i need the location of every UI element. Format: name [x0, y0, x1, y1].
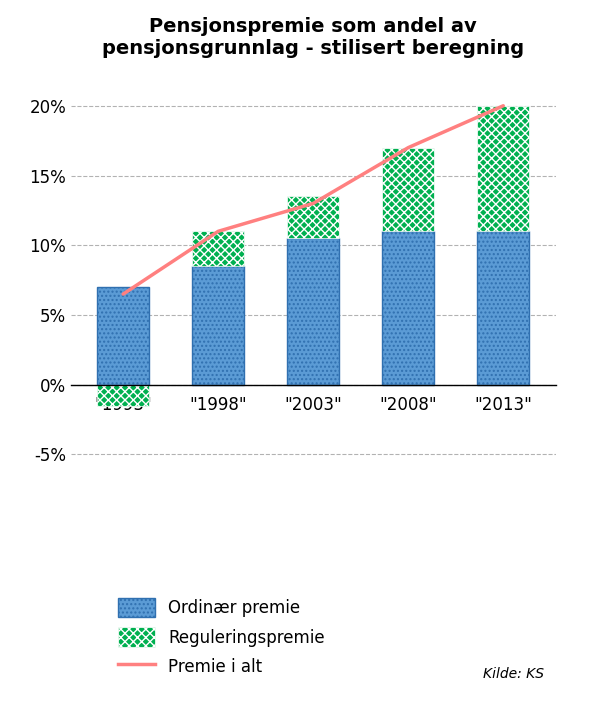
Text: Kilde: KS: Kilde: KS [483, 666, 544, 681]
Bar [97, 287, 150, 385]
Bar [382, 147, 434, 231]
Bar [477, 106, 530, 231]
Legend: Ordinær premie, Reguleringspremie, Premie i alt: Ordinær premie, Reguleringspremie, Premi… [118, 598, 324, 676]
Bar [97, 385, 150, 406]
Title: Pensjonspremie som andel av
pensjonsgrunnlag - stilisert beregning: Pensjonspremie som andel av pensjonsgrun… [102, 17, 524, 58]
Bar [192, 231, 244, 266]
Bar [382, 231, 434, 385]
Bar [287, 238, 339, 385]
Bar [192, 266, 244, 385]
Bar [287, 196, 339, 238]
Bar [477, 231, 530, 385]
